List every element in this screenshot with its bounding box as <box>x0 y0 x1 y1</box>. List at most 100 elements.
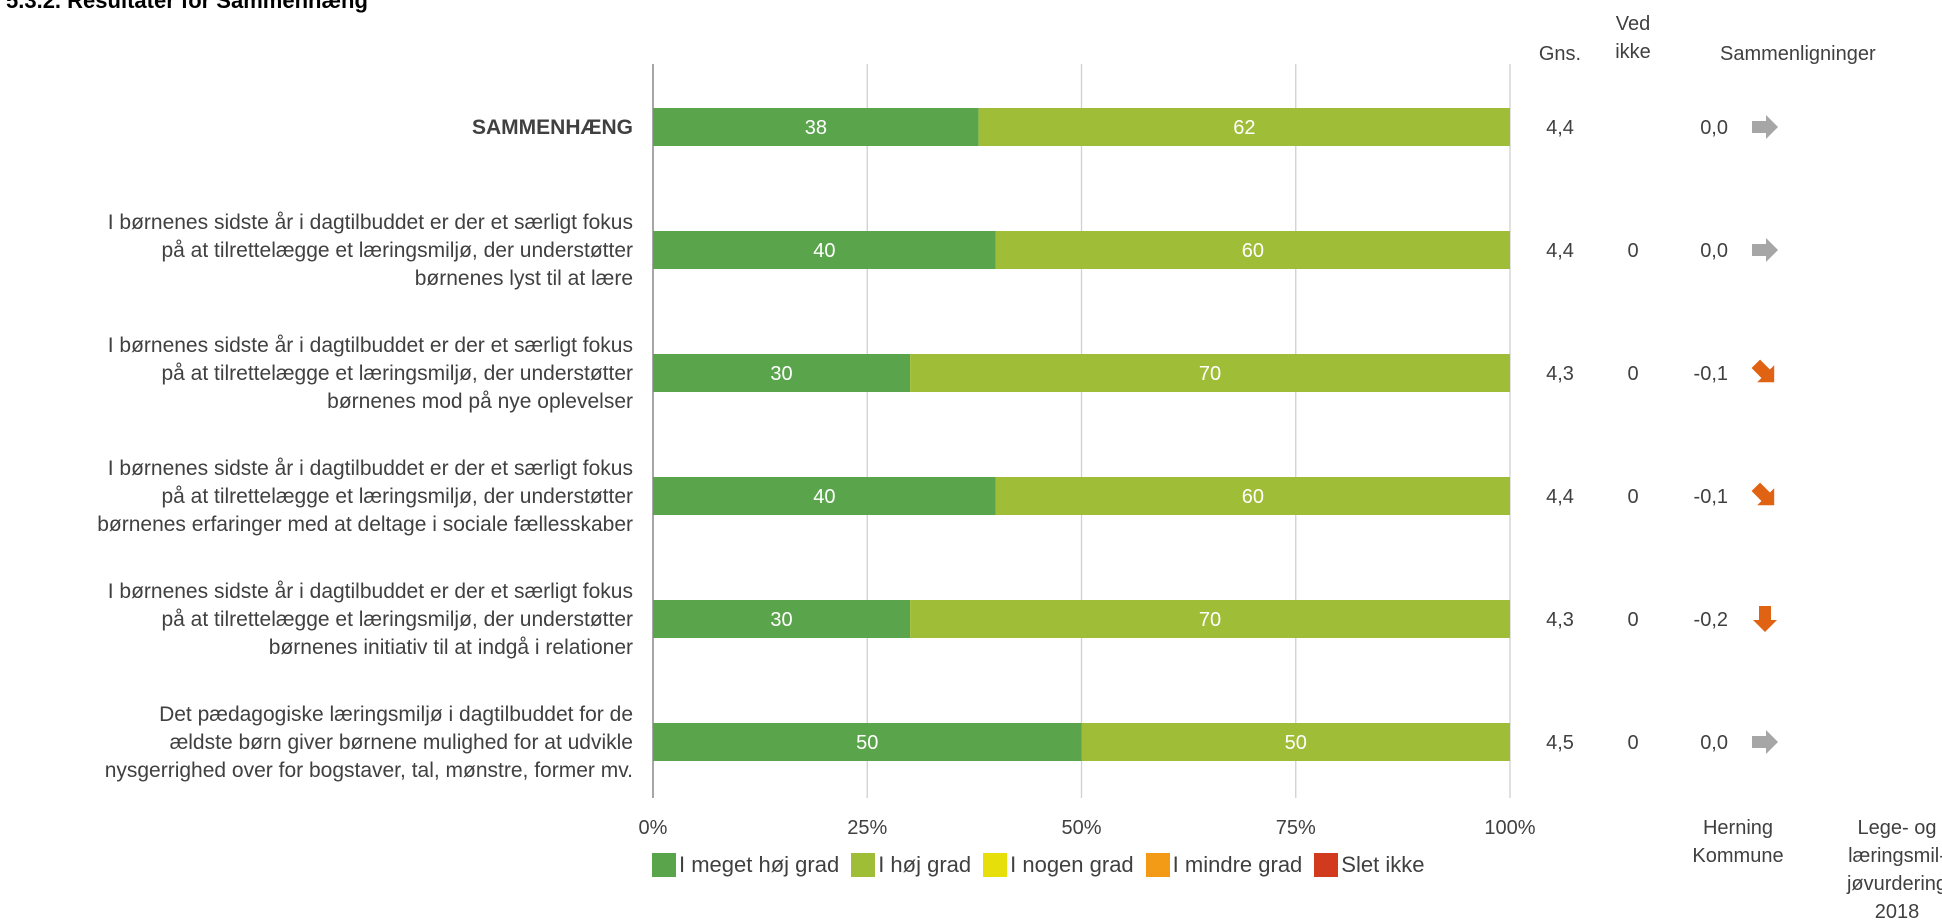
category-label: I børnenes sidste år i dagtilbuddet er d… <box>108 580 633 603</box>
arrow-down-right-icon <box>1751 482 1775 506</box>
legend-label: I høj grad <box>878 852 972 877</box>
bar-value-label: 38 <box>805 117 827 139</box>
category-label: Det pædagogiske læringsmiljø i dagtilbud… <box>159 703 633 726</box>
legend-swatch <box>652 853 676 877</box>
arrow-down-right-icon <box>1751 359 1775 383</box>
bar-segment <box>978 108 1510 146</box>
legend-item: Slet ikke <box>1314 852 1424 878</box>
category-label: I børnenes sidste år i dagtilbuddet er d… <box>108 457 633 480</box>
category-label: på at tilrettelægge et læringsmiljø, der… <box>161 239 633 262</box>
bar-value-label: 60 <box>1242 240 1264 262</box>
x-tick-label: 0% <box>639 817 668 839</box>
bar-value-label: 30 <box>770 609 792 631</box>
bar-segment <box>653 354 911 392</box>
bar-value-label: 40 <box>813 240 835 262</box>
bar-segment <box>910 600 1510 638</box>
arrow-right-icon <box>1752 238 1778 262</box>
ved-ikke-value: 0 <box>1627 363 1638 385</box>
bar-value-label: 50 <box>856 732 878 754</box>
category-label: børnenes erfaringer med at deltage i soc… <box>97 513 633 536</box>
arrow-down-icon <box>1753 606 1777 632</box>
chart-legend: I meget høj grad I høj grad I nogen grad I … <box>652 852 1424 878</box>
comparison-value: -0,1 <box>1694 363 1728 385</box>
legend-item: I mindre grad <box>1145 852 1303 878</box>
gridlines <box>652 64 1511 798</box>
ved-ikke-value: 0 <box>1627 732 1638 754</box>
legend-swatch <box>983 853 1008 877</box>
bar-segment <box>653 723 1082 761</box>
legend-item: I nogen grad <box>983 852 1134 878</box>
x-axis-ticks: 0% 25% 50% 75% 100% <box>639 817 1536 839</box>
bar-value-label: 62 <box>1233 117 1255 139</box>
bar-segment <box>995 477 1510 515</box>
x-tick-label: 50% <box>1061 817 1101 839</box>
x-tick-label: 100% <box>1484 817 1535 839</box>
column-header-ved-ikke: Ved <box>1616 13 1650 35</box>
column-header-vurdering: 2018 <box>1875 901 1920 920</box>
x-tick-label: 25% <box>847 817 887 839</box>
side-columns: 4,4 0,0 4,4 0 0,0 4,3 0 -0,1 4,4 0 -0,1 4,3 0 -0,2 4,5… <box>1539 13 1942 920</box>
gns-value: 4,4 <box>1546 486 1574 508</box>
legend-swatch <box>851 853 876 877</box>
bar-segment <box>653 108 979 146</box>
legend-item: I høj grad <box>851 852 971 878</box>
bar-segment <box>995 231 1510 269</box>
x-tick-label: 75% <box>1276 817 1316 839</box>
category-label: på at tilrettelægge et læringsmiljø, der… <box>161 608 633 631</box>
bar-value-label: 60 <box>1242 486 1264 508</box>
comparison-value: 0,0 <box>1700 117 1728 139</box>
bar-segment <box>653 231 996 269</box>
category-label: nysgerrighed over for bogstaver, tal, mø… <box>105 759 633 782</box>
column-header-gns: Gns. <box>1539 43 1581 65</box>
ved-ikke-value: 0 <box>1627 609 1638 631</box>
bar-segment <box>653 600 911 638</box>
category-label: børnenes mod på nye oplevelser <box>327 390 633 413</box>
column-header-sammenligninger: Sammenligninger <box>1720 43 1876 65</box>
legend-label: I nogen grad <box>1010 852 1134 877</box>
gns-value: 4,5 <box>1546 732 1574 754</box>
gns-value: 4,3 <box>1546 363 1574 385</box>
category-label: I børnenes sidste år i dagtilbuddet er d… <box>108 334 633 357</box>
legend-label: Slet ikke <box>1341 852 1425 877</box>
legend-swatch <box>1314 853 1339 877</box>
bar-value-label: 50 <box>1285 732 1307 754</box>
gns-value: 4,4 <box>1546 117 1574 139</box>
column-header-vurdering: læringsmil- <box>1848 845 1942 867</box>
bar-value-label: 40 <box>813 486 835 508</box>
legend-swatch <box>1145 853 1170 877</box>
comparison-value: 0,0 <box>1700 240 1728 262</box>
gns-value: 4,4 <box>1546 240 1574 262</box>
column-header-ved-ikke: ikke <box>1615 41 1651 63</box>
column-header-herning: Herning <box>1703 817 1773 839</box>
category-label: på at tilrettelægge et læringsmiljø, der… <box>161 485 633 508</box>
gns-value: 4,3 <box>1546 609 1574 631</box>
category-labels: SAMMENHÆNG I børnenes sidste år i dagtilb… <box>97 116 633 782</box>
bar-segment <box>653 477 996 515</box>
bars: 38 62 40 60 30 70 40 60 30 70 50 50 <box>653 108 1510 761</box>
column-header-vurdering: Lege- og <box>1858 817 1937 839</box>
bar-value-label: 30 <box>770 363 792 385</box>
column-header-herning: Kommune <box>1692 845 1783 867</box>
category-label: børnenes initiativ til at indgå i relati… <box>269 636 633 659</box>
bar-segment <box>1081 723 1510 761</box>
comparison-value: 0,0 <box>1700 732 1728 754</box>
ved-ikke-value: 0 <box>1627 486 1638 508</box>
comparison-value: -0,2 <box>1694 609 1728 631</box>
legend-label: I mindre grad <box>1172 852 1303 877</box>
category-label: SAMMENHÆNG <box>472 116 633 139</box>
category-label: I børnenes sidste år i dagtilbuddet er d… <box>108 211 633 234</box>
bar-value-label: 70 <box>1199 363 1221 385</box>
ved-ikke-value: 0 <box>1627 240 1638 262</box>
legend-label: I meget høj grad <box>679 852 840 877</box>
page-heading: 5.3.2. Resultater for Sammenhæng <box>6 0 368 13</box>
bar-segment <box>910 354 1510 392</box>
category-label: børnenes lyst til at lære <box>415 267 633 290</box>
arrow-right-icon <box>1752 115 1778 139</box>
column-header-vurdering: jøvurdering <box>1846 873 1942 895</box>
bar-value-label: 70 <box>1199 609 1221 631</box>
arrow-right-icon <box>1752 730 1778 754</box>
category-label: ældste børn giver børnene mulighed for a… <box>170 731 633 754</box>
legend-item: I meget høj grad <box>652 852 839 878</box>
comparison-value: -0,1 <box>1694 486 1728 508</box>
